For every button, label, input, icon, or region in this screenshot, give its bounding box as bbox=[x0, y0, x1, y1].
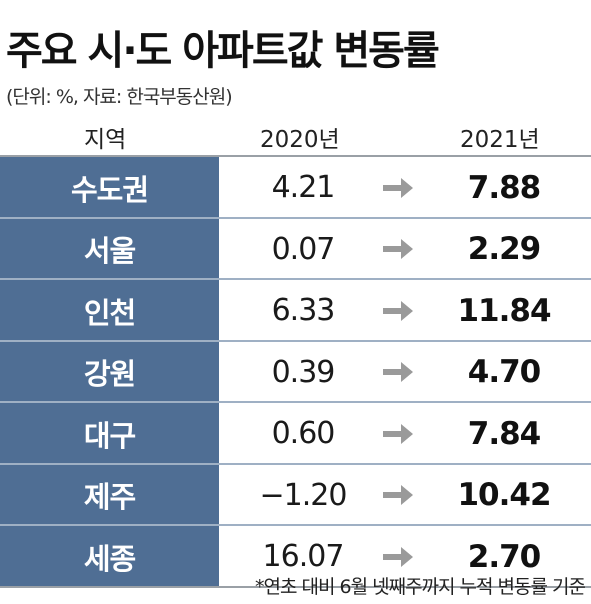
value-2020: 0.60 bbox=[271, 416, 336, 452]
chart-title: 주요 시·도 아파트값 변동률 bbox=[6, 28, 440, 74]
value-2021: 11.84 bbox=[457, 292, 551, 329]
region-label: 강원 bbox=[83, 357, 136, 392]
value-2021: 7.84 bbox=[467, 415, 542, 452]
table-header: 지역 2020년 2021년 bbox=[0, 108, 591, 158]
right-arrow-icon bbox=[383, 177, 413, 198]
right-arrow-icon bbox=[383, 239, 413, 260]
header-year-2021: 2021년 bbox=[460, 127, 540, 153]
region-label: 대구 bbox=[83, 418, 136, 453]
value-2021: 4.70 bbox=[467, 354, 542, 391]
row-divider bbox=[0, 339, 591, 342]
value-2020: 0.39 bbox=[271, 354, 336, 390]
region-cell bbox=[0, 526, 219, 588]
region-label: 서울 bbox=[83, 234, 136, 269]
region-cell bbox=[0, 280, 219, 342]
table-row: 세종 16.07 2.70 bbox=[0, 526, 591, 588]
table-row: 서울 0.07 2.29 bbox=[0, 218, 591, 280]
row-divider bbox=[0, 216, 591, 219]
row-divider bbox=[0, 462, 591, 465]
right-arrow-icon bbox=[383, 423, 413, 444]
unit-note: (단위: %, 자료: 한국부동산원) bbox=[6, 86, 233, 108]
right-arrow-icon bbox=[383, 485, 413, 506]
table-row: 인천 6.33 11.84 bbox=[0, 280, 591, 342]
right-arrow-icon bbox=[383, 362, 413, 383]
row-divider bbox=[0, 524, 591, 526]
table-row: 수도권 4.21 7.88 bbox=[0, 157, 591, 219]
data-table: 수도권 4.21 7.88 서울 0.07 2.29 인천 6.33 11.84 강원 0.39 4.… bbox=[0, 157, 591, 588]
row-divider bbox=[0, 585, 591, 588]
region-cell bbox=[0, 464, 219, 526]
region-cell bbox=[0, 157, 219, 219]
value-2021: 10.42 bbox=[457, 477, 551, 514]
table-row: 대구 0.60 7.84 bbox=[0, 403, 591, 465]
row-divider bbox=[0, 278, 591, 280]
value-2020: 0.07 bbox=[271, 231, 336, 267]
value-2020: 4.21 bbox=[271, 170, 336, 206]
row-divider bbox=[0, 401, 591, 403]
header-year-2020: 2020년 bbox=[260, 127, 340, 153]
right-arrow-icon bbox=[383, 300, 413, 321]
value-2021: 7.88 bbox=[467, 169, 542, 206]
header-divider bbox=[0, 155, 591, 157]
right-arrow-icon bbox=[383, 546, 413, 567]
region-label: 수도권 bbox=[70, 172, 149, 207]
table-row: 제주 −1.20 10.42 bbox=[0, 464, 591, 526]
value-2020: 6.33 bbox=[271, 293, 336, 329]
value-2021: 2.29 bbox=[467, 231, 542, 268]
header-region: 지역 bbox=[84, 127, 127, 153]
footnote: *연초 대비 6월 넷째주까지 누적 변동률 기준 bbox=[255, 576, 586, 598]
region-label: 인천 bbox=[83, 295, 136, 330]
region-label: 제주 bbox=[83, 480, 136, 515]
region-cell bbox=[0, 403, 219, 465]
region-cell bbox=[0, 341, 219, 403]
value-2021: 2.70 bbox=[467, 538, 542, 575]
region-label: 세종 bbox=[83, 541, 136, 576]
region-cell bbox=[0, 218, 219, 280]
value-2020: −1.20 bbox=[259, 477, 348, 513]
table-row: 강원 0.39 4.70 bbox=[0, 341, 591, 403]
value-2020: 16.07 bbox=[262, 539, 345, 575]
